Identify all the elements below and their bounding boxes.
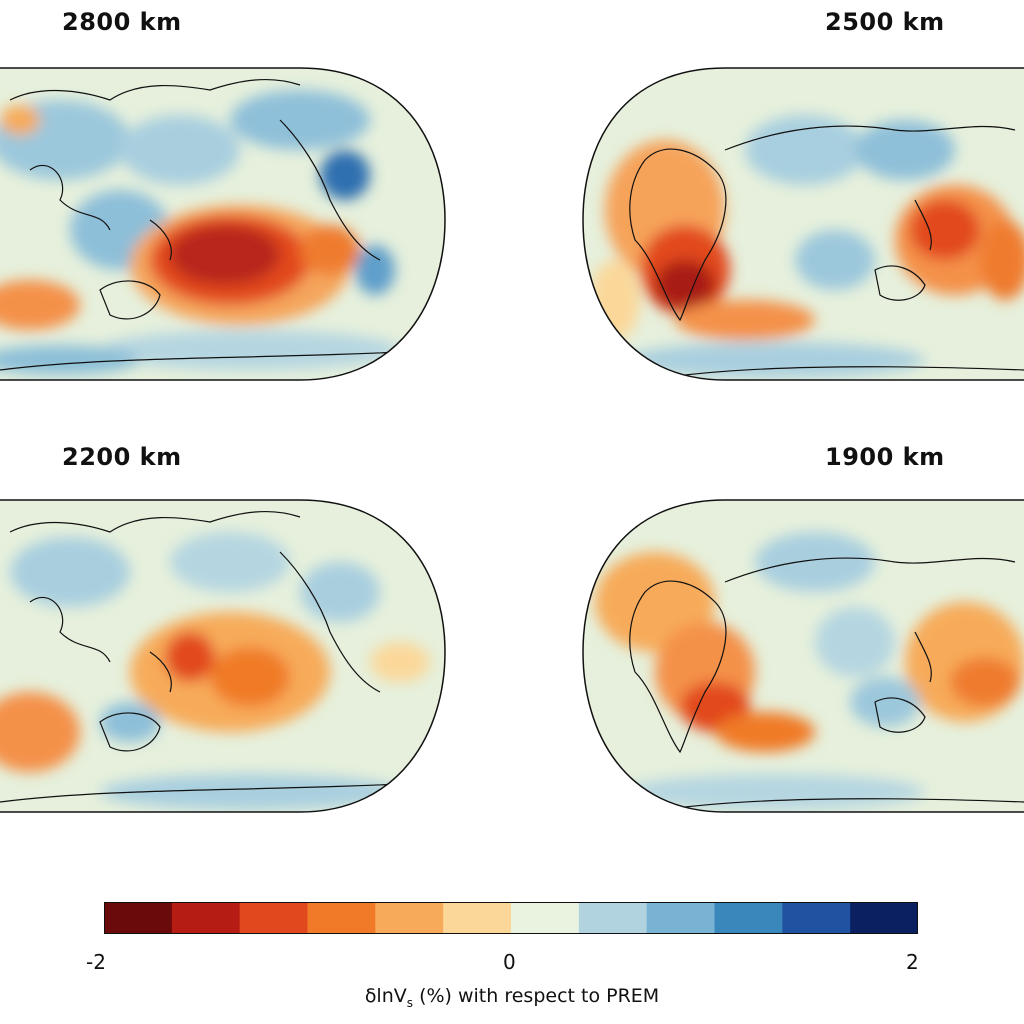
tomography-map-1900km — [582, 499, 1024, 813]
tomography-map-2500km — [582, 67, 1024, 381]
colorbar-swatch — [443, 902, 512, 934]
tomography-map-2800km — [0, 67, 446, 381]
colorbar-mid-label: 0 — [503, 950, 516, 974]
colorbar-max-label: 2 — [906, 950, 919, 974]
panel-title-1900: 1900 km — [825, 443, 945, 471]
colorbar-title-prefix: δlnV — [364, 985, 407, 1007]
colorbar-title-subscript: s — [406, 995, 414, 1010]
colorbar-title-suffix: (%) with respect to PREM — [413, 985, 660, 1007]
colorbar-swatch — [578, 902, 648, 934]
colorbar-min-label: -2 — [86, 950, 106, 974]
panel-title-2200: 2200 km — [62, 443, 182, 471]
tomography-map-2200km — [0, 499, 446, 813]
panel-title-2800: 2800 km — [62, 8, 182, 36]
colorbar-swatch — [511, 902, 580, 934]
colorbar-swatch — [171, 902, 241, 934]
colorbar-swatch — [104, 902, 173, 934]
colorbar-swatch — [850, 902, 918, 934]
colorbar-swatch — [646, 902, 715, 934]
colorbar-swatch — [307, 902, 376, 934]
colorbar-swatches — [104, 902, 918, 934]
colorbar-swatch — [239, 902, 308, 934]
colorbar — [104, 902, 918, 934]
colorbar-swatch — [714, 902, 783, 934]
colorbar-title: δlnVs (%) with respect to PREM — [0, 985, 1024, 1010]
colorbar-swatch — [782, 902, 851, 934]
colorbar-swatch — [375, 902, 444, 934]
panel-title-2500: 2500 km — [825, 8, 945, 36]
